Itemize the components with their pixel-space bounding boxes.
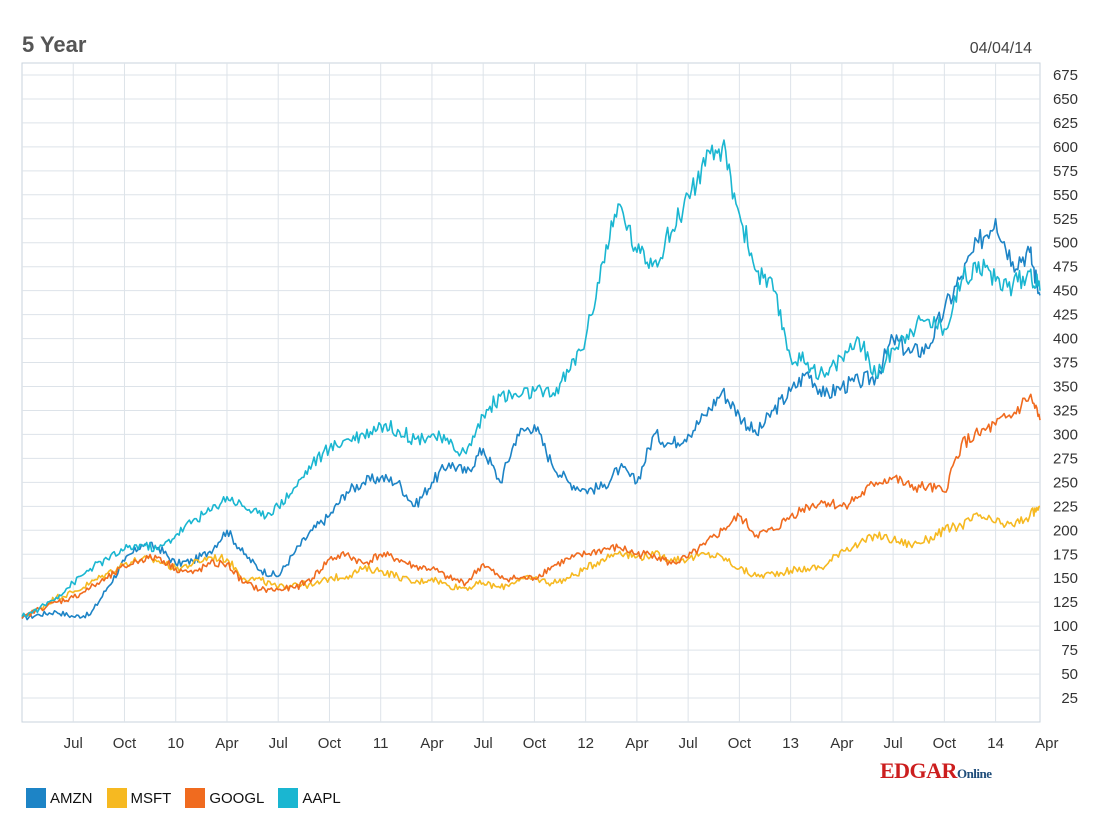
y-tick-label: 50: [1061, 666, 1078, 683]
y-tick-label: 300: [1053, 426, 1078, 443]
y-tick-label: 600: [1053, 139, 1078, 156]
y-tick-label: 325: [1053, 402, 1078, 419]
y-tick-label: 350: [1053, 379, 1078, 396]
brand-suffix: Online: [956, 766, 992, 781]
series-line-aapl: [21, 139, 1041, 618]
y-tick-label: 550: [1053, 187, 1078, 204]
y-tick-label: 150: [1053, 570, 1078, 587]
y-tick-label: 250: [1053, 474, 1078, 491]
x-tick-label: 11: [373, 735, 389, 752]
x-tick-label: Jul: [679, 735, 698, 752]
legend-swatch: [106, 788, 127, 808]
y-axis-ticks: 25 50 75 100 125 150 175 200 225 250 275 300 325 350 3…: [1053, 67, 1078, 707]
x-tick-label: 13: [782, 735, 799, 752]
legend-swatch: [26, 788, 46, 808]
y-tick-label: 125: [1053, 594, 1078, 611]
legend-item-googl: GOOGL: [185, 788, 264, 808]
x-tick-label: Jul: [474, 735, 493, 752]
grid: [21, 62, 1041, 723]
chart-title: 5 Year: [22, 32, 87, 57]
y-tick-label: 475: [1053, 259, 1078, 276]
legend-label: GOOGL: [209, 789, 265, 807]
x-tick-label: 14: [987, 735, 1004, 752]
x-tick-label: Oct: [113, 735, 137, 752]
y-tick-label: 575: [1053, 163, 1078, 180]
series-lines: [21, 139, 1041, 621]
legend-label: AMZN: [50, 789, 93, 807]
y-tick-label: 75: [1061, 642, 1078, 659]
legend-label: AAPL: [302, 789, 341, 807]
legend-item-amzn: AMZN: [26, 788, 93, 808]
y-tick-label: 425: [1053, 307, 1078, 324]
legend-item-msft: MSFT: [106, 788, 172, 808]
x-tick-label: 10: [167, 735, 184, 752]
x-tick-label: Apr: [215, 735, 238, 752]
y-tick-label: 225: [1053, 498, 1078, 515]
y-tick-label: 175: [1053, 546, 1078, 563]
y-tick-label: 100: [1053, 618, 1078, 635]
y-tick-label: 675: [1053, 67, 1078, 84]
y-tick-label: 275: [1053, 450, 1078, 467]
series-line-googl: [21, 393, 1041, 619]
brand-name: EDGAR: [880, 758, 957, 783]
x-tick-label: Jul: [269, 735, 288, 752]
y-tick-label: 400: [1053, 331, 1078, 348]
x-axis-ticks: Jul Oct 10 Apr Jul Oct 11 Apr Jul Oct 12 Apr Jul Oct 1…: [64, 735, 1059, 752]
y-tick-label: 375: [1053, 355, 1078, 372]
y-tick-label: 500: [1053, 235, 1078, 252]
y-tick-label: 200: [1053, 522, 1078, 539]
x-tick-label: Apr: [625, 735, 648, 752]
x-tick-label: 12: [577, 735, 594, 752]
x-tick-label: Jul: [64, 735, 83, 752]
edgar-online-logo: EDGAROnline: [880, 758, 992, 784]
x-tick-label: Apr: [830, 735, 853, 752]
chart-date: 04/04/14: [970, 40, 1032, 57]
x-tick-label: Oct: [933, 735, 957, 752]
legend-label: MSFT: [130, 789, 172, 807]
legend: AMZN MSFT GOOGL AAPL: [26, 788, 347, 808]
legend-item-aapl: AAPL: [278, 788, 341, 808]
x-tick-label: Oct: [523, 735, 547, 752]
x-tick-label: Apr: [1035, 735, 1058, 752]
y-tick-label: 525: [1053, 211, 1078, 228]
x-tick-label: Apr: [420, 735, 443, 752]
y-tick-label: 625: [1053, 115, 1078, 132]
legend-swatch: [185, 788, 206, 808]
y-tick-label: 650: [1053, 91, 1078, 108]
x-tick-label: Jul: [884, 735, 903, 752]
x-tick-label: Oct: [318, 735, 342, 752]
x-tick-label: Oct: [728, 735, 752, 752]
y-tick-label: 25: [1061, 690, 1078, 707]
legend-swatch: [278, 788, 299, 808]
y-tick-label: 450: [1053, 283, 1078, 300]
